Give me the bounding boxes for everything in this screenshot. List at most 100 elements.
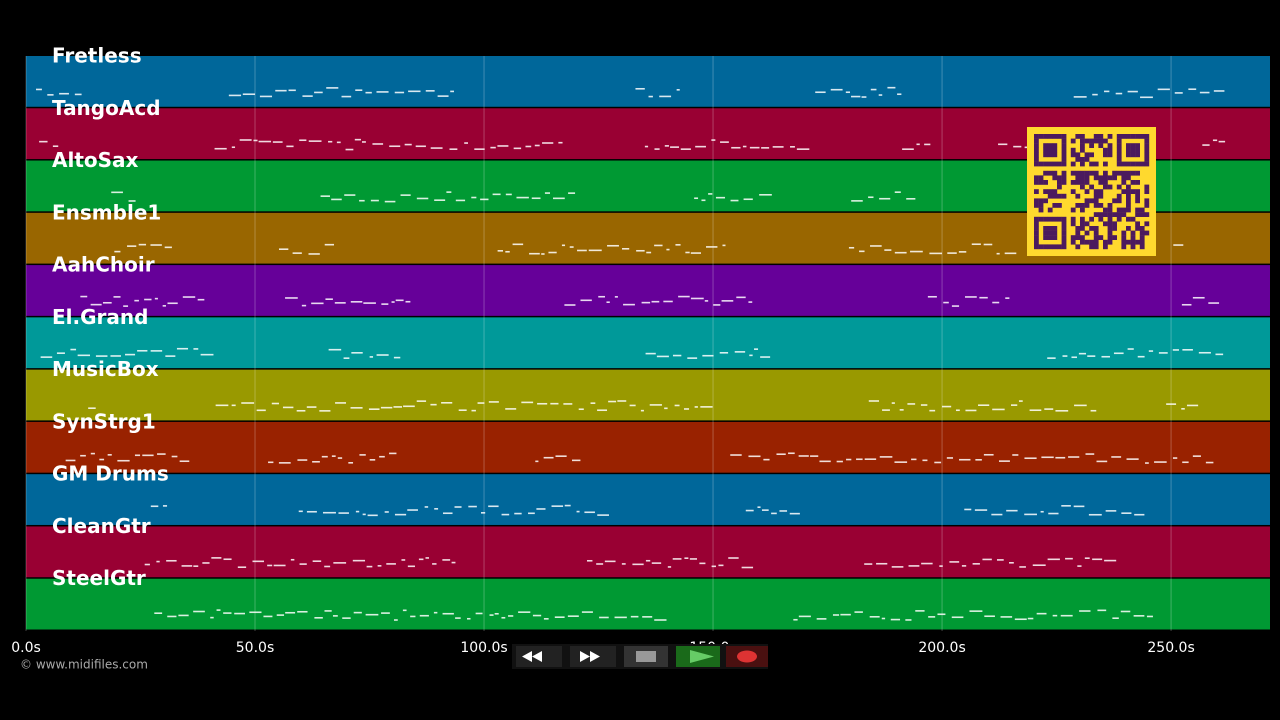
qr-cell [1080, 226, 1085, 231]
note [607, 244, 619, 247]
note [380, 406, 393, 409]
qr-cell [1070, 221, 1076, 227]
note [176, 347, 189, 350]
qr-cell [1126, 170, 1131, 176]
qr-cell [1107, 216, 1113, 222]
note [694, 197, 699, 200]
qr-cell [1047, 170, 1053, 176]
note [816, 618, 827, 620]
note [586, 559, 593, 562]
qr-cell [1135, 207, 1140, 213]
note [328, 140, 333, 143]
note [745, 509, 754, 512]
qr-cell [1126, 175, 1131, 181]
track-band [26, 56, 1270, 107]
note [894, 191, 901, 193]
qr-cell [1052, 203, 1058, 208]
note [351, 352, 363, 354]
note [451, 561, 456, 564]
rewind-button[interactable] [516, 646, 562, 667]
note [1052, 614, 1058, 617]
note [144, 298, 152, 301]
qr-cell [1139, 134, 1145, 139]
forward-button[interactable] [570, 646, 616, 667]
note [776, 453, 786, 456]
note [535, 460, 539, 463]
qr-cell [1121, 244, 1127, 250]
note [864, 563, 873, 565]
note [407, 509, 418, 511]
note [376, 354, 389, 356]
note [958, 251, 967, 253]
note [252, 560, 265, 563]
note [711, 565, 716, 568]
note [845, 91, 851, 94]
note [1113, 352, 1124, 355]
record-button[interactable] [726, 646, 768, 667]
note [490, 146, 496, 149]
qr-cell [1080, 184, 1085, 190]
play-button[interactable] [676, 646, 720, 667]
note [389, 145, 401, 148]
qr-cell [1126, 147, 1131, 153]
qr-cell [1084, 239, 1090, 245]
note [415, 145, 426, 148]
note [551, 505, 564, 507]
note [905, 619, 912, 621]
qr-cell [1093, 161, 1099, 167]
note [1112, 617, 1119, 620]
qr-cell [1084, 138, 1090, 144]
note [1006, 509, 1018, 512]
note [730, 199, 739, 202]
note [425, 90, 435, 92]
note [202, 562, 210, 564]
note [982, 558, 992, 561]
stop-button[interactable] [624, 646, 668, 667]
note [951, 616, 964, 619]
qr-cell [1089, 152, 1094, 158]
note [890, 618, 901, 621]
note [302, 95, 313, 97]
note [389, 452, 397, 455]
note [223, 558, 232, 561]
qr-cell [1047, 152, 1053, 158]
note [998, 143, 1008, 146]
qr-cell [1047, 226, 1053, 231]
note [395, 299, 404, 302]
note [907, 403, 916, 405]
note [292, 252, 302, 254]
note [430, 147, 443, 149]
note [150, 505, 159, 508]
note [352, 559, 366, 562]
qr-cell [1098, 193, 1104, 199]
qr-cell [1103, 152, 1108, 158]
note [1218, 140, 1226, 143]
note [343, 357, 350, 359]
note [664, 145, 669, 147]
note [433, 611, 438, 614]
note [365, 613, 379, 616]
note [646, 251, 652, 254]
qr-cell [1038, 161, 1044, 167]
note [1192, 455, 1201, 457]
note [95, 355, 108, 357]
note [672, 354, 682, 357]
note [741, 566, 754, 569]
qr-cell [1061, 157, 1067, 162]
qr-cell [1098, 235, 1104, 240]
note [964, 296, 977, 298]
note [341, 95, 352, 98]
qr-cell [1080, 138, 1085, 144]
qr-cell [1052, 244, 1058, 250]
note [432, 563, 437, 565]
qr-cell [1052, 175, 1058, 181]
note [181, 565, 193, 567]
note [393, 619, 398, 621]
note [840, 613, 851, 616]
note [868, 196, 874, 199]
qr-cell [1080, 143, 1085, 148]
note [288, 89, 296, 92]
note [311, 302, 324, 305]
qr-cell [1034, 152, 1039, 158]
note [193, 348, 199, 350]
